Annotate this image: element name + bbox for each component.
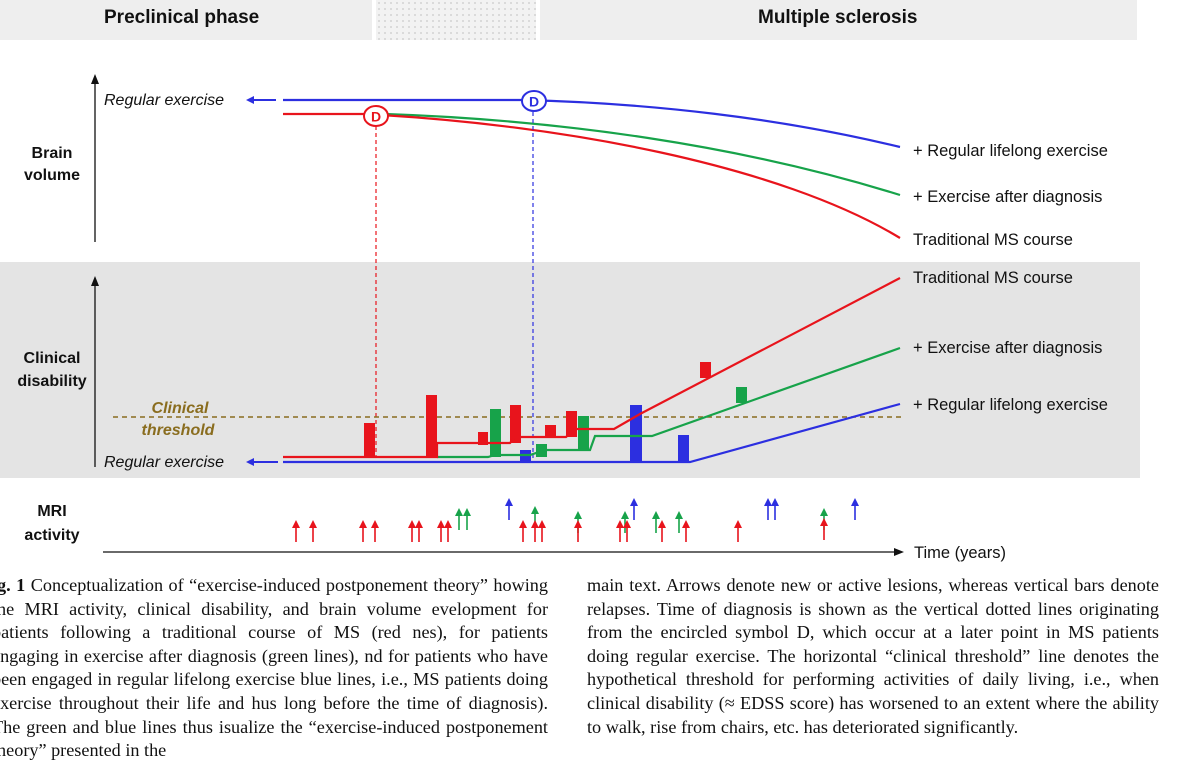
disability-label-blue: + Regular lifelong exercise xyxy=(913,396,1108,414)
relapse-bar xyxy=(364,423,375,457)
lesion-arrow-head xyxy=(531,520,539,528)
lesion-arrow-head xyxy=(682,520,690,528)
lesion-arrow-head xyxy=(437,520,445,528)
figure-diagram: Brain volume Regular exercise D D + Regu… xyxy=(0,74,1140,562)
svg-text:D: D xyxy=(371,109,381,125)
disability-blue-line xyxy=(283,402,901,464)
lesion-arrow-head xyxy=(574,511,582,519)
brain-green-curve xyxy=(384,112,901,197)
disability-label-green: + Exercise after diagnosis xyxy=(913,339,1102,357)
mri-label-line2: activity xyxy=(24,527,79,544)
preclinical-phase-bar xyxy=(0,0,372,40)
mri-lesion-arrows xyxy=(292,498,859,542)
lesion-arrow-head xyxy=(455,508,463,516)
lesion-arrow-head xyxy=(359,520,367,528)
lesion-arrow-head xyxy=(675,511,683,519)
lesion-arrow-head xyxy=(851,498,859,506)
threshold-label-line2: threshold xyxy=(142,422,216,439)
lesion-arrow-head xyxy=(538,520,546,528)
lesion-arrow-head xyxy=(616,520,624,528)
lesion-arrow-head xyxy=(309,520,317,528)
time-axis-label: Time (years) xyxy=(914,544,1006,562)
relapse-bar xyxy=(736,387,747,403)
lesion-arrow-head xyxy=(820,508,828,516)
lesion-arrow-head xyxy=(408,520,416,528)
relapse-bar xyxy=(478,432,488,445)
disability-panel-bg xyxy=(0,262,1140,478)
lesion-arrow-head xyxy=(623,520,631,528)
disability-ylabel-line1: Clinical xyxy=(24,350,81,367)
disability-green-line xyxy=(437,346,901,459)
brain-label-blue: + Regular lifelong exercise xyxy=(913,142,1108,160)
disability-label-red: Traditional MS course xyxy=(913,269,1073,287)
brain-red-curve xyxy=(283,112,901,239)
lesion-arrow-head xyxy=(463,508,471,516)
lesion-arrow-head xyxy=(652,511,660,519)
relapse-bar xyxy=(490,409,501,457)
lesion-arrow-head xyxy=(820,518,828,526)
lesion-arrow-head xyxy=(764,498,772,506)
relapse-bar xyxy=(578,416,589,450)
mri-label-line1: MRI xyxy=(37,503,66,520)
preclinical-phase-label: Preclinical phase xyxy=(104,7,260,28)
svg-text:D: D xyxy=(529,94,539,110)
brain-label-green: + Exercise after diagnosis xyxy=(913,188,1102,206)
lesion-arrow-head xyxy=(621,511,629,519)
lesion-arrow-head xyxy=(734,520,742,528)
ms-phase-bar xyxy=(540,0,1137,40)
relapse-bar xyxy=(678,435,689,462)
relapse-bar xyxy=(510,405,521,443)
caption-left-column: ig. 1 Conceptualization of “exercise-ind… xyxy=(0,574,548,763)
brain-regular-exercise-label: Regular exercise xyxy=(104,92,224,109)
caption-left-text: Conceptualization of “exercise-induced p… xyxy=(0,575,548,761)
lesion-arrow-head xyxy=(444,520,452,528)
ms-phase-label: Multiple sclerosis xyxy=(758,7,918,28)
lesion-arrow-head xyxy=(519,520,527,528)
figure-label: ig. 1 xyxy=(0,575,26,595)
diagnosis-marker-blue: D xyxy=(521,90,547,112)
brain-ylabel-line2: volume xyxy=(24,167,80,184)
caption-right-column: main text. Arrows denote new or active l… xyxy=(587,574,1159,739)
disability-regular-exercise-label: Regular exercise xyxy=(104,454,224,471)
relapse-bar xyxy=(566,411,577,437)
diagnosis-marker-red: D xyxy=(363,105,389,127)
disability-ylabel-line2: disability xyxy=(17,373,86,390)
lesion-arrow-head xyxy=(658,520,666,528)
relapse-bar xyxy=(700,362,711,378)
lesion-arrow-head xyxy=(371,520,379,528)
brain-blue-curve xyxy=(283,98,901,149)
relapse-bar xyxy=(545,425,556,437)
lesion-arrow-head xyxy=(630,498,638,506)
lesion-arrow-head xyxy=(531,506,539,514)
relapse-bar xyxy=(426,395,437,457)
lesion-arrow-head xyxy=(505,498,513,506)
lesion-arrow-head xyxy=(574,520,582,528)
transition-hatch xyxy=(376,0,536,40)
disability-red-line xyxy=(283,277,901,459)
lesion-arrow-head xyxy=(771,498,779,506)
brain-label-red: Traditional MS course xyxy=(913,231,1073,249)
brain-ylabel-line1: Brain xyxy=(32,145,73,162)
lesion-arrow-head xyxy=(292,520,300,528)
threshold-label-line1: Clinical xyxy=(152,400,209,417)
caption-right-text: main text. Arrows denote new or active l… xyxy=(587,575,1159,737)
lesion-arrow-head xyxy=(415,520,423,528)
